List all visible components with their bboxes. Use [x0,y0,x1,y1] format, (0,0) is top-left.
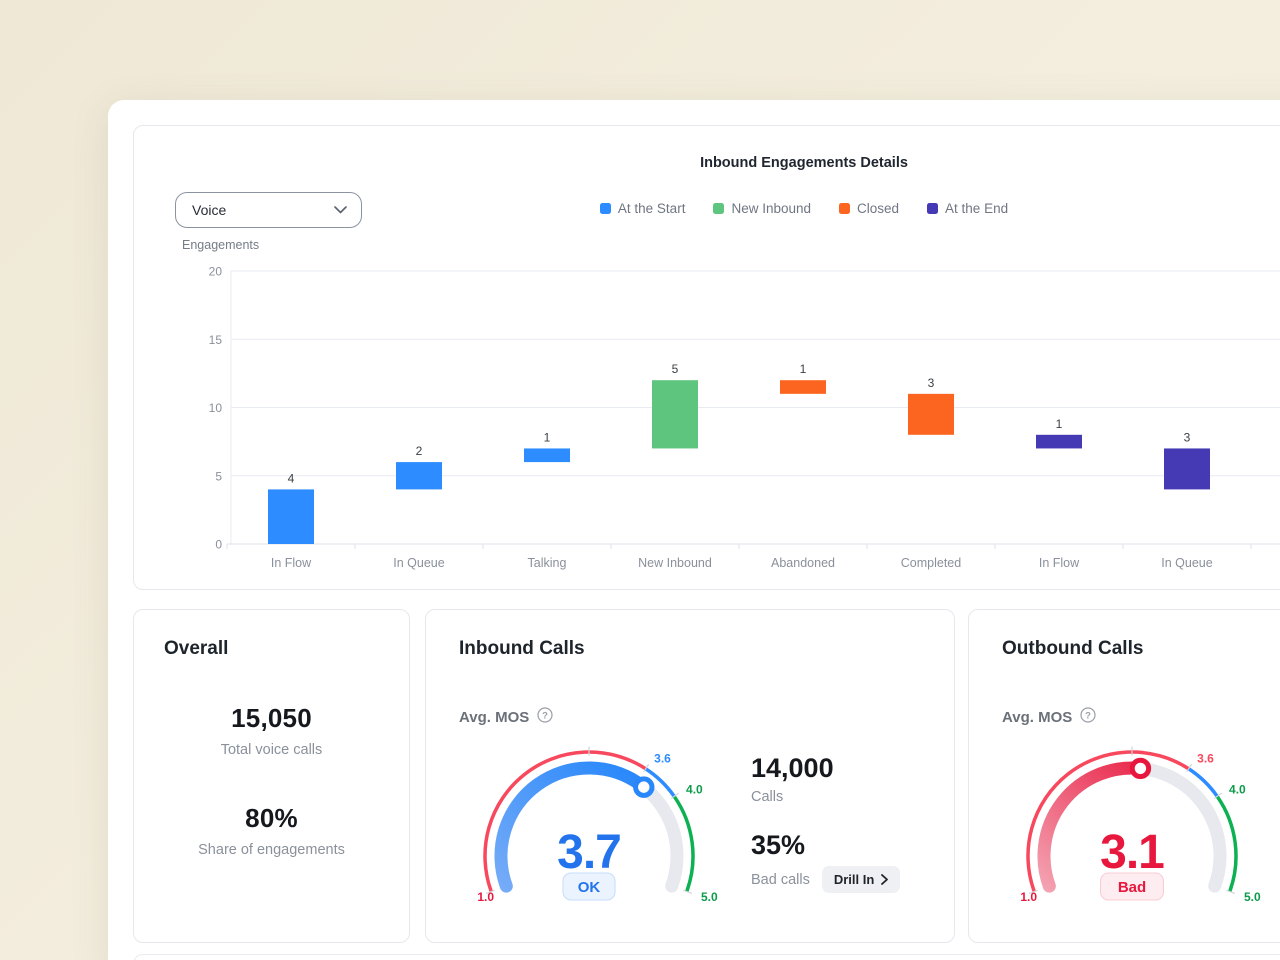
svg-text:In Flow: In Flow [1039,556,1080,570]
share-of-engagements-label: Share of engagements [198,842,345,858]
bad-calls-metric: 35% Bad calls Drill In [751,830,901,893]
svg-text:Abandoned: Abandoned [771,556,835,570]
svg-text:4: 4 [288,471,295,485]
dashboard-window: Inbound Engagements Details Voice At the… [108,100,1280,960]
bad-calls-label: Bad calls [751,871,810,888]
legend-item-at-the-end[interactable]: At the End [927,201,1008,216]
bar-in-flow[interactable] [268,489,314,544]
drill-in-label: Drill In [833,872,875,887]
bar-talking[interactable] [524,448,570,463]
svg-text:In Queue: In Queue [1161,556,1212,570]
bar-in-queue[interactable] [1164,448,1210,490]
inbound-avg-mos-header: Avg. MOS ? [459,707,553,728]
gauge-marker [1129,757,1152,780]
bar-in-flow[interactable] [1036,434,1082,449]
gauge-status-badge: Bad [1118,879,1146,896]
legend-item-at-the-start[interactable]: At the Start [599,201,686,216]
gauge-status-badge: OK [578,879,601,896]
inbound-calls-card: Inbound Calls Avg. MOS ? 1.0 3.6 4.0 5.0 3.7… [425,609,955,943]
bar-completed[interactable] [908,393,954,435]
gauge-tick-label: 1.0 [1020,890,1037,904]
outbound-avg-mos-header: Avg. MOS ? [1002,707,1096,728]
next-row-card-edge [133,954,1280,960]
svg-text:2: 2 [416,444,423,458]
inbound-calls-metric: 14,000 Calls [751,753,900,805]
legend-item-new-inbound[interactable]: New Inbound [713,201,811,216]
inbound-card-title: Inbound Calls [459,638,585,659]
share-of-engagements-metric: 80% Share of engagements [134,803,409,858]
svg-text:In Queue: In Queue [393,556,444,570]
legend-swatch [599,203,611,214]
outbound-card-title: Outbound Calls [1002,638,1144,659]
inbound-calls-label: Calls [751,789,784,805]
gauge-tick-label: 1.0 [477,890,494,904]
overall-card-title: Overall [164,638,229,659]
svg-text:?: ? [542,710,548,721]
legend-item-closed[interactable]: Closed [839,201,899,216]
bar-new-inbound[interactable] [652,380,698,449]
legend-label: At the End [945,201,1009,216]
svg-text:1: 1 [800,362,807,376]
drill-in-button[interactable]: Drill In [821,866,901,893]
total-voice-calls-value: 15,050 [231,703,312,733]
gauge-value: 3.7 [557,826,621,879]
bar-in-queue[interactable] [396,462,442,490]
svg-text:10: 10 [209,401,223,415]
inbound-stats: 14,000 Calls 35% Bad calls Drill In [751,753,901,893]
gauge-tick-label: 5.0 [701,890,718,904]
svg-text:1: 1 [1056,417,1063,431]
engagements-bar-chart: 0 5 10 15 20 4 In Flow 2 In Queue 1 Talking 5 New In… [209,265,1280,570]
svg-text:Completed: Completed [901,556,961,570]
inbound-calls-value: 14,000 [751,753,834,783]
legend-swatch [839,203,851,214]
chart-title: Inbound Engagements Details [700,155,908,171]
legend-label: New Inbound [731,201,812,216]
gauge-tick-label: 3.6 [1197,752,1214,766]
overall-card: Overall 15,050 Total voice calls 80% Sha… [133,609,410,943]
bar-abandoned[interactable] [780,380,826,394]
svg-text:1: 1 [544,430,551,444]
chevron-right-icon [881,874,889,885]
svg-text:Talking: Talking [528,556,567,570]
svg-text:3: 3 [928,376,935,390]
svg-text:In Flow: In Flow [271,556,312,570]
svg-text:15: 15 [209,333,223,347]
legend-label: Closed [857,201,900,216]
gauge-tick-label: 4.0 [686,782,703,796]
engagements-chart-card: Inbound Engagements Details Voice At the… [133,125,1280,590]
avg-mos-label: Avg. MOS [459,709,530,726]
svg-text:5: 5 [215,469,222,483]
help-icon[interactable]: ? [537,707,553,728]
gauge-value: 3.1 [1100,826,1164,879]
share-of-engagements-value: 80% [245,803,298,833]
chart-legend: At the Start New Inbound Closed At the End [134,201,1280,216]
gauge-tick-label: 5.0 [1244,890,1261,904]
svg-text:0: 0 [215,538,222,552]
svg-text:?: ? [1085,710,1091,721]
total-voice-calls-label: Total voice calls [220,742,323,758]
gauge-tick-label: 4.0 [1229,782,1246,796]
svg-text:3: 3 [1184,430,1191,444]
gauge-tick-label: 3.6 [654,752,671,766]
legend-swatch [713,203,725,214]
help-icon[interactable]: ? [1080,707,1096,728]
svg-text:New Inbound: New Inbound [638,556,712,570]
y-axis-title: Engagements [182,238,260,252]
channel-filter-value: Voice [192,202,227,218]
total-voice-calls-metric: 15,050 Total voice calls [134,703,409,758]
legend-swatch [927,203,939,214]
outbound-calls-card: Outbound Calls Avg. MOS ? 1.0 3.6 4.0 5.0 3.… [968,609,1280,943]
legend-label: At the Start [617,201,686,216]
inbound-mos-gauge: 1.0 3.6 4.0 5.0 3.7OK [477,746,718,904]
avg-mos-label: Avg. MOS [1002,709,1073,726]
chevron-down-icon [334,206,347,214]
gauge-marker [633,776,655,798]
bad-calls-value: 35% [751,830,806,860]
svg-text:5: 5 [672,362,679,376]
svg-text:20: 20 [209,265,223,279]
channel-filter-dropdown[interactable]: Voice [175,192,362,228]
